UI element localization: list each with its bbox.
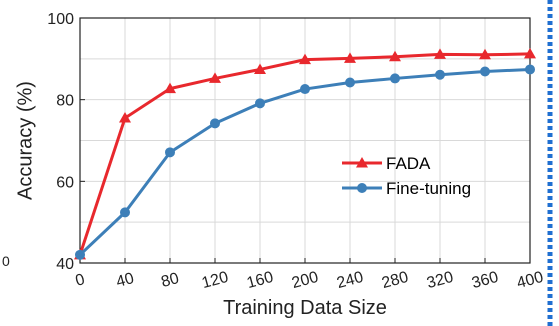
x-tick-label: 240: [335, 269, 365, 292]
legend-label-fada: FADA: [386, 154, 431, 173]
x-tick-label: 80: [159, 270, 181, 291]
x-tick-label: 280: [380, 269, 410, 292]
data-point-fada: [299, 53, 311, 65]
data-point-fada: [479, 48, 491, 60]
data-point-fine-tuning: [255, 98, 265, 109]
x-tick-label: 40: [114, 270, 136, 291]
data-point-fine-tuning: [75, 249, 85, 260]
data-point-fine-tuning: [165, 147, 175, 158]
data-point-fada: [119, 112, 131, 123]
legend: FADA Fine-tuning: [342, 154, 471, 198]
legend-marker-fada: [356, 157, 368, 168]
x-tick-label: 0: [74, 271, 87, 290]
y-tick-label: 40: [56, 256, 74, 273]
x-tick-label: 320: [425, 269, 455, 292]
x-tick-label: 120: [200, 269, 230, 292]
legend-label-fine-tuning: Fine-tuning: [386, 179, 471, 198]
data-point-fada: [524, 47, 536, 59]
data-point-fine-tuning: [300, 84, 310, 95]
data-point-fine-tuning: [345, 77, 355, 88]
data-series: [74, 47, 536, 260]
x-tick-label: 200: [290, 269, 320, 292]
y-tick-label: 80: [56, 93, 74, 110]
x-tick-label: 400: [515, 269, 545, 292]
y-axis-title: Accuracy (%): [14, 81, 36, 200]
y-tick-label: 60: [56, 174, 74, 191]
y-tick-label: 100: [47, 11, 74, 28]
data-point-fada: [434, 48, 446, 59]
data-point-fada: [164, 82, 176, 94]
data-point-fada: [209, 72, 221, 83]
data-point-fada: [344, 52, 356, 63]
data-point-fine-tuning: [525, 64, 535, 75]
data-point-fada: [389, 50, 401, 62]
x-tick-label: 360: [470, 269, 500, 292]
data-point-fine-tuning: [210, 118, 220, 129]
data-point-fine-tuning: [120, 207, 130, 218]
data-point-fine-tuning: [480, 66, 490, 77]
data-point-fine-tuning: [390, 73, 400, 84]
legend-marker-fine-tuning: [357, 183, 367, 193]
x-tick-label: 160: [245, 269, 275, 292]
stray-tick-label: 0: [2, 253, 10, 269]
data-point-fine-tuning: [435, 69, 445, 80]
x-axis-title: Training Data Size: [223, 297, 387, 319]
data-point-fada: [254, 63, 266, 74]
